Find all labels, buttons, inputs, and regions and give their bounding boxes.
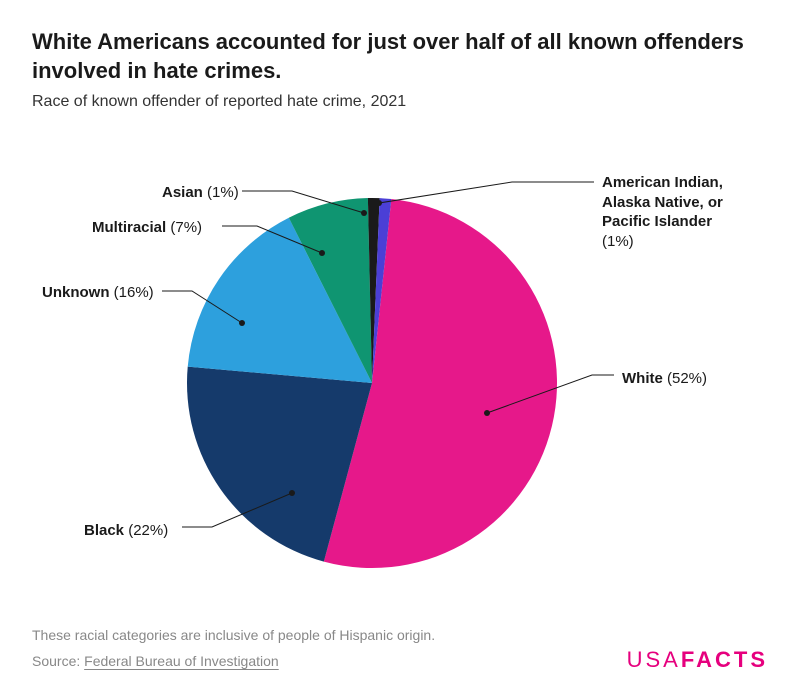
logo-light: USA	[627, 647, 681, 672]
source-link[interactable]: Federal Bureau of Investigation	[84, 653, 279, 669]
slice-label: American Indian, Alaska Native, or Pacif…	[602, 173, 772, 251]
slice-name: Black	[84, 522, 124, 539]
pie-chart: White (52%) Black (22%) Unknown (16%) Multi…	[32, 123, 768, 583]
usafacts-logo: USAFACTS	[627, 647, 768, 673]
leader-dot	[361, 210, 367, 216]
slice-label: Unknown (16%)	[42, 283, 154, 303]
slice-name: American Indian, Alaska Native, or Pacif…	[602, 174, 723, 230]
leader-dot	[376, 200, 382, 206]
logo-bold: FACTS	[681, 647, 768, 672]
slice-percent: (22%)	[124, 522, 168, 539]
leader-dot	[484, 410, 490, 416]
slice-percent: (52%)	[663, 370, 707, 387]
slice-label: Asian (1%)	[162, 183, 239, 203]
slice-name: White	[622, 370, 663, 387]
slice-percent: (7%)	[166, 219, 202, 236]
source-prefix: Source:	[32, 653, 84, 669]
slice-percent: (16%)	[110, 284, 154, 301]
chart-title: White Americans accounted for just over …	[32, 28, 768, 85]
footnote: These racial categories are inclusive of…	[32, 627, 435, 643]
slice-label: Black (22%)	[84, 521, 168, 541]
slice-name: Asian	[162, 184, 203, 201]
leader-dot	[289, 490, 295, 496]
leader-dot	[319, 250, 325, 256]
slice-percent: (1%)	[203, 184, 239, 201]
slice-name: Unknown	[42, 284, 110, 301]
leader-line	[379, 182, 594, 203]
source-line: Source: Federal Bureau of Investigation	[32, 653, 279, 669]
slice-name: Multiracial	[92, 219, 166, 236]
chart-subtitle: Race of known offender of reported hate …	[32, 93, 768, 111]
slice-label: White (52%)	[622, 369, 707, 389]
slice-percent: (1%)	[602, 233, 634, 250]
slice-label: Multiracial (7%)	[92, 218, 202, 238]
leader-dot	[239, 320, 245, 326]
